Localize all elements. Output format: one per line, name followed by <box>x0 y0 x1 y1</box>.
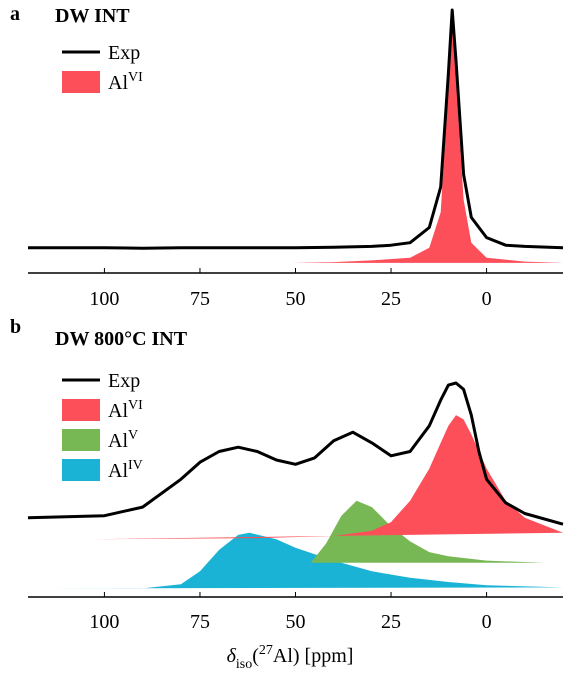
legend-swatch <box>62 459 100 481</box>
panel-label: b <box>10 316 21 338</box>
legend-superscript: V <box>128 428 138 443</box>
x-tick-label: 75 <box>190 611 210 633</box>
x-tick-label: 75 <box>190 288 210 310</box>
x-axis-label: δiso(27Al) [ppm] <box>227 643 354 672</box>
x-tick-label: 0 <box>482 611 492 633</box>
component-area <box>310 500 544 563</box>
x-label-part: δ <box>227 645 237 667</box>
legend-name: Exp <box>108 370 140 392</box>
legend-label: AlV <box>108 428 138 452</box>
x-label-part: ( <box>252 645 259 667</box>
x-tick-label: 50 <box>286 611 306 633</box>
panel-title: DW INT <box>55 5 130 27</box>
component-area <box>39 532 563 589</box>
legend-label: Exp <box>108 42 140 64</box>
x-tick-label: 25 <box>381 611 401 633</box>
legend-name: Al <box>108 72 128 94</box>
x-tick-label: 50 <box>286 288 306 310</box>
legend-superscript: VI <box>128 398 143 413</box>
legend-name: Al <box>108 400 128 422</box>
spectrum-line <box>28 8 564 250</box>
legend-name: Al <box>108 430 128 452</box>
legend-swatch <box>62 71 100 93</box>
x-tick-label: 100 <box>89 288 119 310</box>
x-label-part: iso <box>236 657 252 672</box>
spectrum-line <box>27 381 564 526</box>
component-area <box>93 415 563 540</box>
x-label-part: Al) [ppm] <box>273 645 354 667</box>
legend-name: Exp <box>108 42 140 64</box>
legend-superscript: IV <box>128 458 143 473</box>
legend-label: AlIV <box>108 458 143 482</box>
x-label-part: 27 <box>259 643 273 658</box>
panel-title: DW 800°C INT <box>55 328 188 350</box>
x-tick-label: 25 <box>381 288 401 310</box>
legend-swatch <box>62 429 100 451</box>
legend-swatch <box>62 399 100 421</box>
legend-name: Al <box>108 460 128 482</box>
panel-label: a <box>10 3 20 25</box>
x-tick-label: 0 <box>482 288 492 310</box>
x-tick-label: 100 <box>89 611 119 633</box>
legend-label: AlVI <box>108 70 143 94</box>
legend-label: Exp <box>108 370 140 392</box>
legend-label: AlVI <box>108 398 143 422</box>
component-area <box>291 20 563 263</box>
legend-superscript: VI <box>128 70 143 85</box>
